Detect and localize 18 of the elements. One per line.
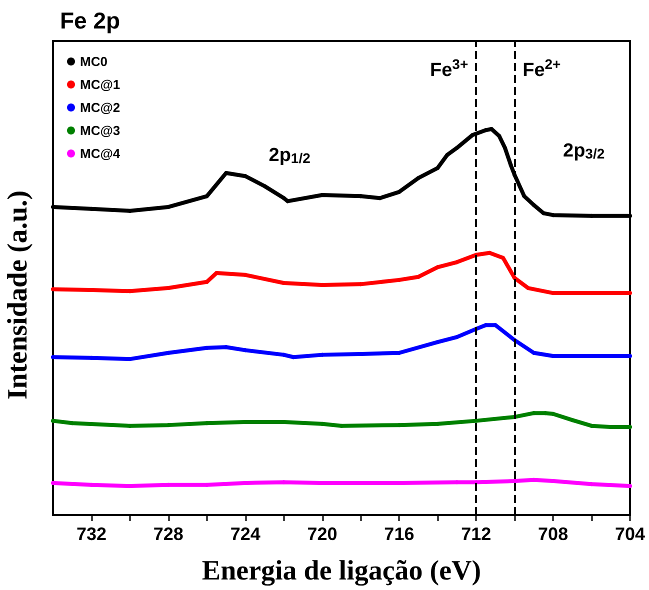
- annotation: 2p3/2: [563, 140, 605, 162]
- y-axis-title: Intensidade (a.u.): [2, 190, 34, 400]
- legend-label: MC@1: [80, 77, 120, 92]
- x-tick-label: 728: [153, 524, 184, 544]
- legend-label: MC@3: [80, 123, 120, 138]
- legend-label: MC0: [80, 54, 108, 69]
- x-tick-label: 724: [230, 524, 260, 544]
- x-tick-label: 712: [461, 524, 492, 544]
- x-axis-title: Energia de ligação (eV): [202, 556, 482, 586]
- legend-label: MC@4: [80, 146, 121, 161]
- x-tick-label: 716: [384, 524, 414, 544]
- x-tick-label: 704: [614, 524, 646, 544]
- x-tick-label: 720: [307, 524, 338, 544]
- x-tick-label: 732: [76, 524, 106, 544]
- legend-label: MC@2: [80, 100, 120, 115]
- x-tick-label: 708: [538, 524, 568, 544]
- chart-title: Fe 2p: [60, 8, 120, 34]
- annotation: 2p1/2: [268, 145, 311, 166]
